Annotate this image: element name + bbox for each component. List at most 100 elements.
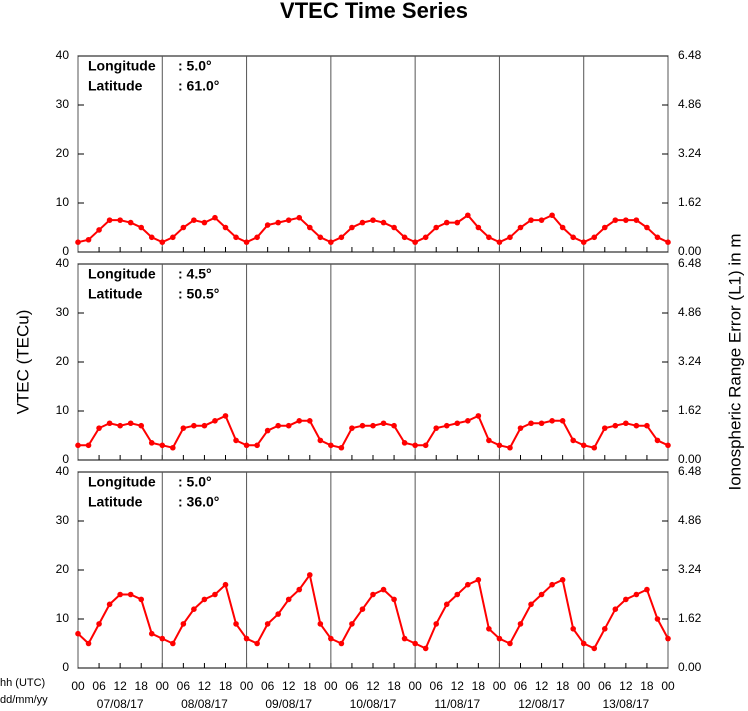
info-name: Latitude bbox=[88, 286, 143, 302]
x-tick-label: 00 bbox=[661, 679, 675, 693]
data-point bbox=[117, 591, 123, 598]
data-point bbox=[96, 227, 102, 233]
date-label: 10/08/17 bbox=[350, 697, 397, 711]
data-point bbox=[580, 640, 587, 647]
data-point bbox=[96, 425, 102, 431]
data-point bbox=[370, 217, 376, 223]
data-point bbox=[591, 645, 598, 652]
data-point bbox=[380, 219, 387, 226]
data-point bbox=[296, 418, 303, 424]
data-point bbox=[633, 422, 640, 429]
y2-tick-label: 0.00 bbox=[678, 452, 702, 466]
data-point bbox=[559, 577, 566, 583]
data-point bbox=[443, 601, 450, 608]
data-point bbox=[85, 236, 92, 243]
data-point bbox=[591, 444, 598, 451]
x-tick-label: 00 bbox=[156, 679, 170, 693]
data-point bbox=[559, 224, 566, 231]
y-tick-label: 20 bbox=[56, 354, 70, 368]
y2-tick-label: 3.24 bbox=[678, 562, 702, 576]
data-point bbox=[328, 239, 334, 245]
data-point bbox=[106, 601, 113, 608]
x-tick-label: 06 bbox=[261, 679, 275, 693]
data-point bbox=[465, 212, 471, 219]
x-tick-label: 12 bbox=[113, 679, 127, 693]
data-point bbox=[233, 437, 239, 444]
data-point bbox=[243, 635, 250, 642]
data-point bbox=[285, 217, 292, 223]
data-point bbox=[517, 621, 524, 627]
info-value: : 61.0° bbox=[178, 78, 219, 94]
data-point bbox=[338, 444, 345, 451]
data-point bbox=[401, 635, 408, 642]
data-point bbox=[465, 418, 471, 424]
data-point bbox=[475, 577, 482, 583]
data-point bbox=[623, 596, 629, 603]
data-point bbox=[644, 422, 650, 429]
data-point bbox=[654, 616, 661, 622]
info-value: : 5.0° bbox=[178, 58, 212, 74]
data-point bbox=[285, 422, 292, 429]
data-point bbox=[507, 444, 513, 451]
data-point bbox=[191, 606, 197, 612]
info-value: : 4.5° bbox=[178, 266, 212, 282]
data-point bbox=[212, 591, 218, 598]
y-tick-label: 20 bbox=[56, 562, 70, 576]
data-point bbox=[275, 422, 281, 429]
date-label: 07/08/17 bbox=[97, 697, 144, 711]
data-point bbox=[138, 224, 145, 231]
data-point bbox=[201, 219, 208, 226]
x-tick-label: 18 bbox=[135, 679, 149, 693]
data-point bbox=[264, 621, 271, 627]
data-point bbox=[612, 217, 619, 223]
data-point bbox=[275, 219, 281, 226]
data-point bbox=[138, 422, 145, 429]
x-tick-label: 18 bbox=[303, 679, 317, 693]
data-point bbox=[191, 422, 197, 429]
y-tick-label: 0 bbox=[62, 244, 69, 258]
data-point bbox=[359, 422, 366, 429]
data-point bbox=[138, 596, 145, 603]
data-point bbox=[285, 596, 292, 603]
x-tick-label: 18 bbox=[640, 679, 654, 693]
data-point bbox=[106, 420, 113, 427]
y-axis-label: VTEC (TECu) bbox=[13, 310, 32, 415]
y2-tick-label: 4.86 bbox=[678, 97, 702, 111]
x-tick-label: 12 bbox=[535, 679, 549, 693]
data-point bbox=[454, 591, 461, 598]
x-tick-label: 06 bbox=[598, 679, 612, 693]
data-point bbox=[412, 640, 418, 647]
data-point bbox=[306, 418, 313, 424]
x-tick-label: 00 bbox=[408, 679, 422, 693]
data-point bbox=[96, 621, 102, 627]
data-point bbox=[538, 217, 545, 223]
x-axis-label: dd/mm/yy bbox=[0, 694, 48, 706]
x-tick-label: 00 bbox=[577, 679, 591, 693]
x-tick-label: 06 bbox=[430, 679, 444, 693]
data-point bbox=[580, 442, 587, 449]
data-point bbox=[401, 234, 408, 241]
data-point bbox=[633, 217, 640, 223]
data-point bbox=[401, 440, 408, 446]
y2-axis-label: Ionospheric Range Error (L1) in m bbox=[725, 233, 744, 490]
data-point bbox=[665, 635, 671, 642]
y-tick-label: 40 bbox=[56, 48, 70, 62]
data-point bbox=[317, 621, 324, 627]
y2-tick-label: 3.24 bbox=[678, 146, 702, 160]
data-point bbox=[170, 234, 176, 241]
x-tick-label: 12 bbox=[366, 679, 380, 693]
data-point bbox=[117, 422, 123, 429]
data-point bbox=[85, 442, 92, 449]
y-tick-label: 10 bbox=[56, 403, 70, 417]
data-point bbox=[454, 420, 461, 427]
data-point bbox=[665, 239, 671, 245]
series-line bbox=[77, 572, 669, 650]
data-point bbox=[127, 219, 134, 226]
x-tick-label: 18 bbox=[472, 679, 486, 693]
data-point bbox=[254, 234, 260, 241]
data-point bbox=[422, 645, 429, 652]
data-point bbox=[75, 442, 81, 449]
data-point bbox=[233, 234, 239, 241]
data-point bbox=[306, 572, 313, 578]
data-point bbox=[601, 626, 608, 632]
